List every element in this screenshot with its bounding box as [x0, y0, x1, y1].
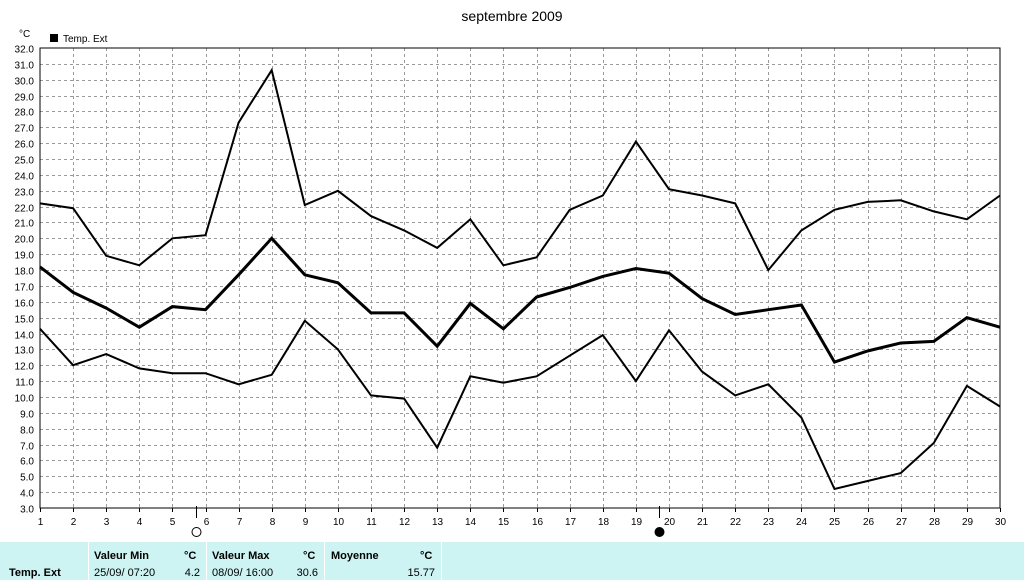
stats-divider — [441, 542, 442, 580]
x-tick-label: 28 — [929, 517, 941, 528]
x-tick-label: 7 — [237, 517, 243, 528]
x-tick-label: 29 — [962, 517, 974, 528]
x-tick-label: 17 — [565, 517, 577, 528]
x-tick-label: 8 — [270, 517, 276, 528]
series-lines — [39, 67, 1001, 491]
y-tick-label: 6.0 — [20, 457, 34, 468]
y-tick-label: 29.0 — [15, 93, 35, 104]
x-tick-label: 16 — [532, 517, 544, 528]
max-label: Valeur Max — [212, 550, 270, 562]
y-axis-ticks: 3.0 4.0 5.0 6.0 7.0 8.0 9.0 10.0 11.0 12.0 13.0 14.… — [15, 45, 35, 516]
series-line-min — [39, 319, 1001, 491]
x-tick-label: 18 — [598, 517, 610, 528]
y-tick-label: 26.0 — [15, 140, 35, 151]
stats-panel: Temp. Ext Valeur Min °C 25/09/ 07:20 4.2… — [0, 542, 1024, 580]
y-tick-label: 16.0 — [15, 299, 35, 310]
x-tick-label: 9 — [303, 517, 309, 528]
y-tick-label: 11.0 — [15, 378, 34, 389]
y-tick-label: 23.0 — [15, 188, 35, 199]
series-line-mean — [39, 236, 1001, 364]
y-tick-label: 13.0 — [15, 346, 35, 357]
y-tick-label: 19.0 — [15, 251, 35, 262]
x-tick-label: 14 — [465, 517, 477, 528]
y-tick-label: 15.0 — [15, 315, 35, 326]
max-when: 08/09/ 16:00 — [212, 567, 274, 579]
y-tick-label: 20.0 — [15, 235, 35, 246]
grid — [40, 48, 1000, 508]
x-tick-label: 13 — [432, 517, 444, 528]
y-tick-label: 12.0 — [15, 362, 35, 373]
y-tick-label: 32.0 — [15, 45, 35, 56]
max-unit: °C — [303, 550, 316, 562]
max-value: 30.6 — [296, 567, 318, 579]
y-tick-label: 22.0 — [15, 204, 35, 215]
x-tick-label: 25 — [829, 517, 841, 528]
y-tick-label: 25.0 — [15, 156, 35, 167]
series-line-max — [39, 67, 1001, 272]
x-tick-label: 15 — [498, 517, 510, 528]
stats-row-label: Temp. Ext — [9, 567, 61, 579]
y-tick-label: 8.0 — [20, 426, 34, 437]
legend-swatch — [50, 34, 58, 42]
x-tick-label: 23 — [763, 517, 775, 528]
stats-divider — [206, 542, 207, 580]
x-tick-label: 21 — [697, 517, 709, 528]
x-tick-label: 4 — [137, 517, 143, 528]
stats-divider — [88, 542, 89, 580]
full-moon-icon — [191, 527, 202, 537]
x-axis-ticks: 1 2 3 4 5 6 7 8 9 10 11 12 13 14 15 16 17 18 19 20 21 22 23 24 2… — [38, 508, 1007, 528]
y-tick-label: 30.0 — [15, 77, 35, 88]
x-tick-label: 19 — [631, 517, 643, 528]
min-label: Valeur Min — [94, 550, 150, 562]
legend-label: Temp. Ext — [63, 34, 108, 45]
temperature-chart: septembre 2009 °C Temp. Ext 3.0 4.0 5.0 6.0… — [15, 8, 1007, 537]
y-tick-label: 4.0 — [20, 489, 34, 500]
x-tick-label: 1 — [38, 517, 44, 528]
x-tick-label: 20 — [664, 517, 676, 528]
chart-title: septembre 2009 — [461, 8, 562, 24]
min-unit: °C — [184, 550, 197, 562]
y-tick-label: 5.0 — [20, 473, 34, 484]
x-tick-label: 10 — [333, 517, 345, 528]
y-tick-label: 17.0 — [15, 283, 35, 294]
y-tick-label: 24.0 — [15, 172, 35, 183]
plot-frame — [39, 47, 1001, 509]
min-value: 4.2 — [184, 567, 200, 579]
x-tick-label: 22 — [730, 517, 742, 528]
y-tick-label: 27.0 — [15, 124, 35, 135]
x-tick-label: 26 — [863, 517, 875, 528]
y-tick-label: 31.0 — [15, 61, 35, 72]
min-when: 25/09/ 07:20 — [94, 567, 156, 579]
y-tick-label: 14.0 — [15, 331, 35, 342]
y-tick-label: 18.0 — [15, 267, 35, 278]
x-tick-label: 27 — [896, 517, 908, 528]
avg-value: 15.77 — [407, 567, 435, 579]
y-tick-label: 28.0 — [15, 108, 35, 119]
y-tick-label: 7.0 — [20, 442, 34, 453]
x-tick-label: 30 — [995, 517, 1007, 528]
x-tick-label: 6 — [204, 517, 210, 528]
stats-divider — [324, 542, 325, 580]
y-tick-label: 10.0 — [15, 394, 35, 405]
x-tick-label: 2 — [71, 517, 77, 528]
avg-label: Moyenne — [331, 550, 379, 562]
avg-unit: °C — [420, 550, 433, 562]
y-tick-label: 21.0 — [15, 219, 35, 230]
x-tick-label: 24 — [796, 517, 808, 528]
x-tick-label: 11 — [366, 517, 377, 528]
x-tick-label: 3 — [104, 517, 110, 528]
y-tick-label: 3.0 — [20, 505, 34, 516]
x-tick-label: 12 — [399, 517, 411, 528]
x-tick-label: 5 — [170, 517, 176, 528]
y-tick-label: 9.0 — [20, 410, 34, 421]
new-moon-icon — [654, 527, 665, 537]
y-axis-unit: °C — [19, 29, 30, 40]
moon-phase-markers — [191, 506, 665, 537]
